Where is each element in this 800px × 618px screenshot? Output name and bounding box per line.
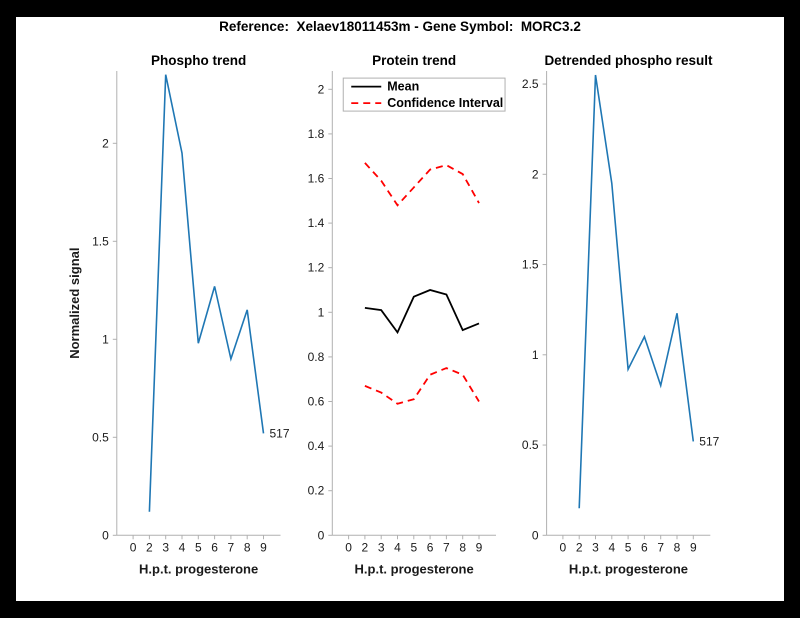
svg-text:517: 517 [270,426,290,440]
svg-text:0: 0 [102,528,109,542]
svg-text:9: 9 [690,540,697,554]
svg-text:Mean: Mean [387,80,419,94]
svg-text:9: 9 [476,540,483,554]
svg-text:0.8: 0.8 [308,350,325,364]
svg-text:1.8: 1.8 [308,127,325,141]
svg-text:0.4: 0.4 [308,439,325,453]
svg-text:0: 0 [560,540,567,554]
svg-text:7: 7 [657,540,664,554]
svg-text:5: 5 [195,540,202,554]
svg-text:2: 2 [146,540,153,554]
svg-text:8: 8 [244,540,251,554]
svg-text:5: 5 [410,540,417,554]
svg-text:4: 4 [179,540,186,554]
svg-text:7: 7 [443,540,450,554]
svg-text:6: 6 [427,540,434,554]
svg-text:3: 3 [592,540,599,554]
svg-text:3: 3 [378,540,385,554]
svg-text:1: 1 [318,305,325,319]
svg-text:8: 8 [674,540,681,554]
svg-text:0.2: 0.2 [308,484,325,498]
svg-text:2: 2 [318,82,325,96]
svg-text:Confidence Interval: Confidence Interval [387,96,503,110]
svg-text:0.5: 0.5 [92,430,109,444]
svg-text:1: 1 [532,348,539,362]
svg-text:1.6: 1.6 [308,172,325,186]
svg-text:0: 0 [345,540,352,554]
svg-text:H.p.t. progesterone: H.p.t. progesterone [569,561,688,576]
svg-text:517: 517 [699,434,719,448]
svg-text:4: 4 [394,540,401,554]
svg-text:8: 8 [459,540,466,554]
svg-text:Phospho trend: Phospho trend [151,53,246,68]
svg-text:3: 3 [162,540,169,554]
svg-text:4: 4 [608,540,615,554]
svg-text:5: 5 [625,540,632,554]
svg-text:1.5: 1.5 [92,234,109,248]
svg-text:2: 2 [362,540,369,554]
svg-text:6: 6 [641,540,648,554]
svg-text:0.6: 0.6 [308,395,325,409]
svg-text:1: 1 [102,332,109,346]
svg-text:0: 0 [130,540,137,554]
svg-text:2: 2 [532,167,539,181]
svg-text:H.p.t. progesterone: H.p.t. progesterone [355,561,474,576]
svg-text:6: 6 [211,540,218,554]
svg-text:1.2: 1.2 [308,261,325,275]
svg-text:2: 2 [576,540,583,554]
svg-text:9: 9 [260,540,267,554]
svg-text:Detrended phospho result: Detrended phospho result [544,53,713,68]
svg-text:Normalized signal: Normalized signal [67,248,82,359]
svg-text:Protein trend: Protein trend [372,53,456,68]
svg-text:H.p.t. progesterone: H.p.t. progesterone [139,561,258,576]
svg-text:2.5: 2.5 [522,77,539,91]
svg-text:1.5: 1.5 [522,258,539,272]
svg-text:2: 2 [102,136,109,150]
svg-text:0: 0 [318,528,325,542]
svg-text:7: 7 [228,540,235,554]
svg-text:0: 0 [532,528,539,542]
svg-text:1.4: 1.4 [308,216,325,230]
svg-text:0.5: 0.5 [522,438,539,452]
